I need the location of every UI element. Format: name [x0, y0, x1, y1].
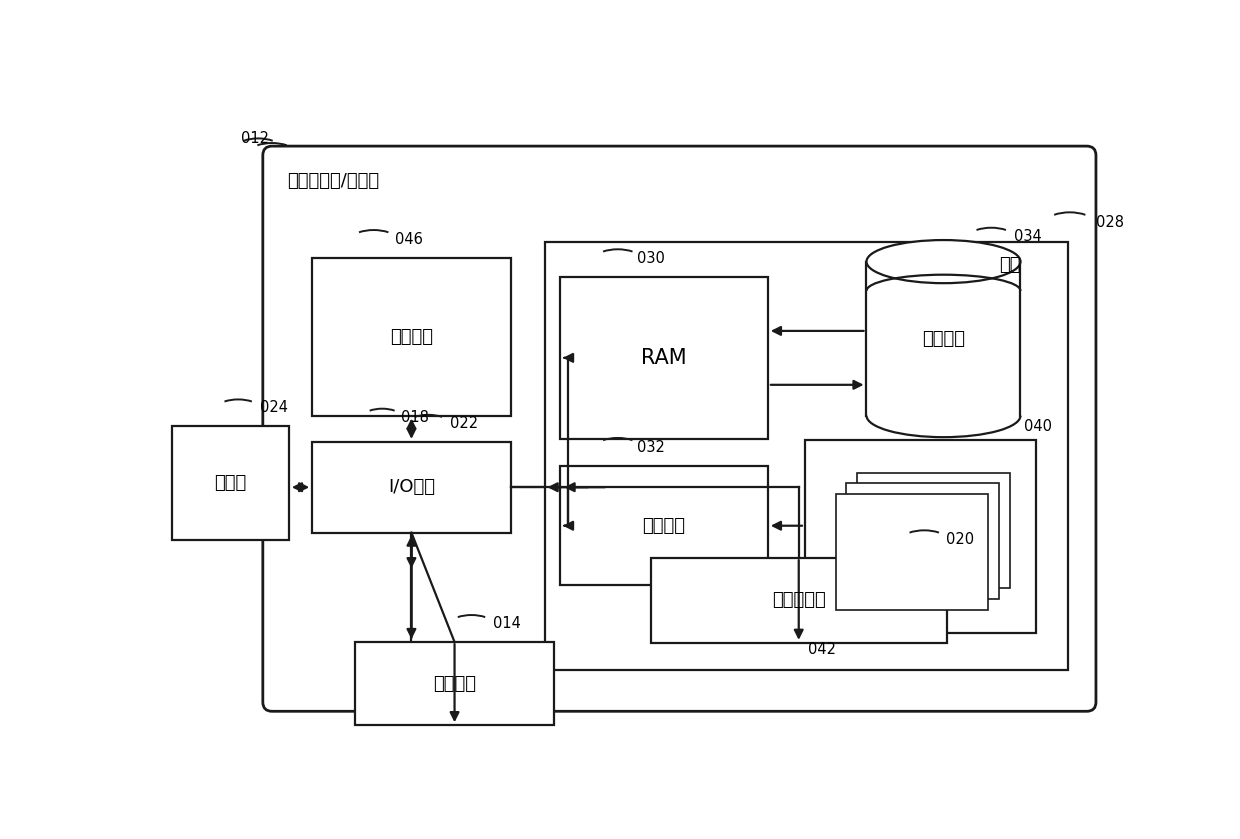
Text: 外部设备: 外部设备	[433, 675, 476, 692]
Bar	[836, 494, 988, 610]
FancyBboxPatch shape	[263, 146, 1096, 711]
Bar	[312, 442, 511, 533]
Bar	[560, 277, 768, 439]
Text: 040: 040	[1023, 420, 1052, 435]
Text: 存储系统: 存储系统	[923, 330, 965, 347]
Text: 012: 012	[242, 131, 269, 146]
Text: 030: 030	[637, 251, 665, 266]
Text: I/O接口: I/O接口	[388, 478, 435, 496]
Bar	[312, 258, 511, 415]
Text: 028: 028	[1096, 215, 1123, 230]
Text: 处理单元: 处理单元	[389, 328, 433, 346]
Bar	[805, 440, 1035, 633]
Text: 显示器: 显示器	[215, 474, 247, 492]
Text: 018: 018	[401, 410, 429, 425]
Text: 014: 014	[494, 616, 521, 631]
Text: 024: 024	[259, 400, 288, 415]
Bar	[867, 262, 1021, 415]
Bar	[847, 483, 999, 599]
Text: 046: 046	[396, 232, 423, 247]
Text: 020: 020	[946, 532, 973, 547]
Text: 042: 042	[808, 642, 836, 657]
Bar	[651, 558, 947, 643]
Ellipse shape	[867, 240, 1021, 284]
Text: 022: 022	[450, 416, 479, 430]
Text: 内存: 内存	[999, 256, 1021, 274]
Text: 高速缓存: 高速缓存	[642, 517, 686, 534]
Bar	[857, 472, 1009, 588]
Bar	[560, 466, 768, 585]
Bar	[544, 242, 1068, 670]
Text: 计算机系统/服务器: 计算机系统/服务器	[288, 172, 379, 190]
Text: 网络适配器: 网络适配器	[771, 591, 826, 609]
Text: 032: 032	[637, 440, 665, 455]
Bar	[172, 426, 289, 540]
Bar	[355, 642, 554, 725]
Text: 034: 034	[1014, 230, 1042, 244]
Text: RAM: RAM	[641, 348, 687, 367]
